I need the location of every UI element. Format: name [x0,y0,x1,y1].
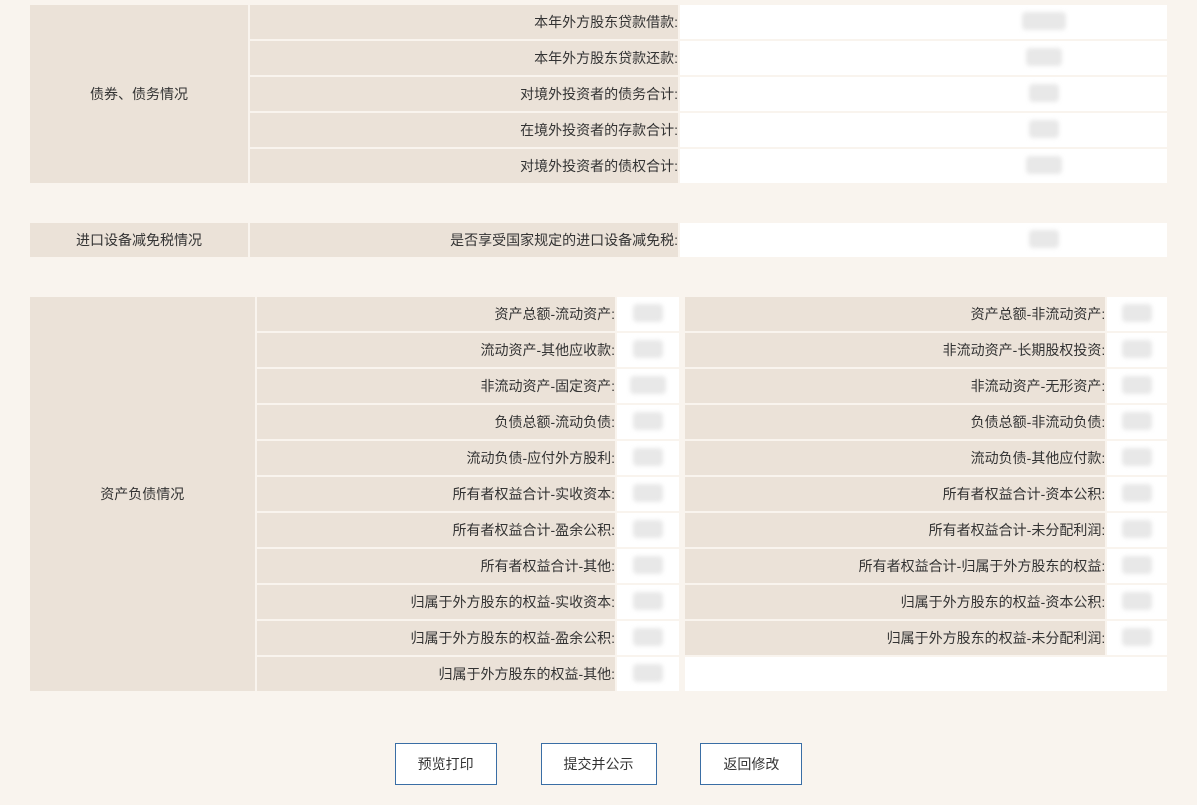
assets-row-9-left-value [617,621,679,657]
debt-row-1-label: 本年外方股东贷款还款: [250,41,680,77]
assets-row-2-left-value [617,369,679,405]
assets-row-7-right-label: 所有者权益合计-归属于外方股东的权益: [685,549,1107,585]
debt-table: 债券、债务情况 本年外方股东贷款借款: 本年外方股东贷款还款: 对境外投资者的债… [30,5,1167,185]
assets-row-4-right-label: 流动负债-其他应付款: [685,441,1107,477]
debt-row-0-value [680,5,1167,41]
form-container: 债券、债务情况 本年外方股东贷款借款: 本年外方股东贷款还款: 对境外投资者的债… [0,0,1197,805]
assets-row-7-left-label: 所有者权益合计-其他: [257,549,617,585]
import-tax-table: 进口设备减免税情况 是否享受国家规定的进口设备减免税: [30,223,1167,259]
assets-row-3-right-label: 负债总额-非流动负债: [685,405,1107,441]
preview-print-button[interactable]: 预览打印 [395,743,497,785]
submit-publish-button[interactable]: 提交并公示 [541,743,657,785]
assets-row-1-left-label: 流动资产-其他应收款: [257,333,617,369]
assets-section-title: 资产负债情况 [30,297,257,693]
assets-row-5-left-label: 所有者权益合计-实收资本: [257,477,617,513]
debt-row-4-label: 对境外投资者的债权合计: [250,149,680,185]
assets-row-6-left-label: 所有者权益合计-盈余公积: [257,513,617,549]
assets-table: 资产负债情况 资产总额-流动资产: 资产总额-非流动资产: 流动资产-其他应收款… [30,297,1167,693]
assets-row-10-left-label: 归属于外方股东的权益-其他: [257,657,617,693]
assets-row-9-left-label: 归属于外方股东的权益-盈余公积: [257,621,617,657]
assets-row-0-right-value [1107,297,1167,333]
section-assets: 资产负债情况 资产总额-流动资产: 资产总额-非流动资产: 流动资产-其他应收款… [30,297,1167,693]
assets-row-3-left-label: 负债总额-流动负债: [257,405,617,441]
assets-row-1-left-value [617,333,679,369]
assets-row-9-right-value [1107,621,1167,657]
assets-row-2-right-value [1107,369,1167,405]
assets-row-10-left-value [617,657,679,693]
import-tax-section-title: 进口设备减免税情况 [30,223,250,259]
assets-row-1-right-value [1107,333,1167,369]
assets-row-10-right-empty-value [1107,657,1167,693]
section-import-tax: 进口设备减免税情况 是否享受国家规定的进口设备减免税: [30,223,1167,259]
debt-row-3-value [680,113,1167,149]
assets-row-3-right-value [1107,405,1167,441]
assets-row-0-right-label: 资产总额-非流动资产: [685,297,1107,333]
debt-row-1-value [680,41,1167,77]
back-modify-button[interactable]: 返回修改 [700,743,802,785]
debt-section-title: 债券、债务情况 [30,5,250,185]
assets-row-6-right-label: 所有者权益合计-未分配利润: [685,513,1107,549]
assets-row-6-left-value [617,513,679,549]
section-debt: 债券、债务情况 本年外方股东贷款借款: 本年外方股东贷款还款: 对境外投资者的债… [30,5,1167,185]
assets-row-8-right-value [1107,585,1167,621]
assets-row-2-right-label: 非流动资产-无形资产: [685,369,1107,405]
assets-row-0-left-value [617,297,679,333]
assets-row-1-right-label: 非流动资产-长期股权投资: [685,333,1107,369]
assets-row-8-left-value [617,585,679,621]
import-tax-row-0-value [680,223,1167,259]
debt-row-0-label: 本年外方股东贷款借款: [250,5,680,41]
assets-row-5-right-value [1107,477,1167,513]
assets-row-8-left-label: 归属于外方股东的权益-实收资本: [257,585,617,621]
debt-row-4-value [680,149,1167,185]
import-tax-row-0-label: 是否享受国家规定的进口设备减免税: [250,223,680,259]
assets-row-6-right-value [1107,513,1167,549]
assets-row-5-right-label: 所有者权益合计-资本公积: [685,477,1107,513]
assets-row-9-right-label: 归属于外方股东的权益-未分配利润: [685,621,1107,657]
assets-row-2-left-label: 非流动资产-固定资产: [257,369,617,405]
debt-row-2-label: 对境外投资者的债务合计: [250,77,680,113]
assets-row-7-left-value [617,549,679,585]
assets-row-8-right-label: 归属于外方股东的权益-资本公积: [685,585,1107,621]
assets-row-4-left-label: 流动负债-应付外方股利: [257,441,617,477]
button-row: 预览打印 提交并公示 返回修改 [30,743,1167,785]
debt-row-2-value [680,77,1167,113]
assets-row-3-left-value [617,405,679,441]
assets-row-10-right-empty [685,657,1107,693]
assets-row-4-left-value [617,441,679,477]
debt-row-3-label: 在境外投资者的存款合计: [250,113,680,149]
assets-row-5-left-value [617,477,679,513]
assets-row-4-right-value [1107,441,1167,477]
assets-row-0-left-label: 资产总额-流动资产: [257,297,617,333]
assets-row-7-right-value [1107,549,1167,585]
